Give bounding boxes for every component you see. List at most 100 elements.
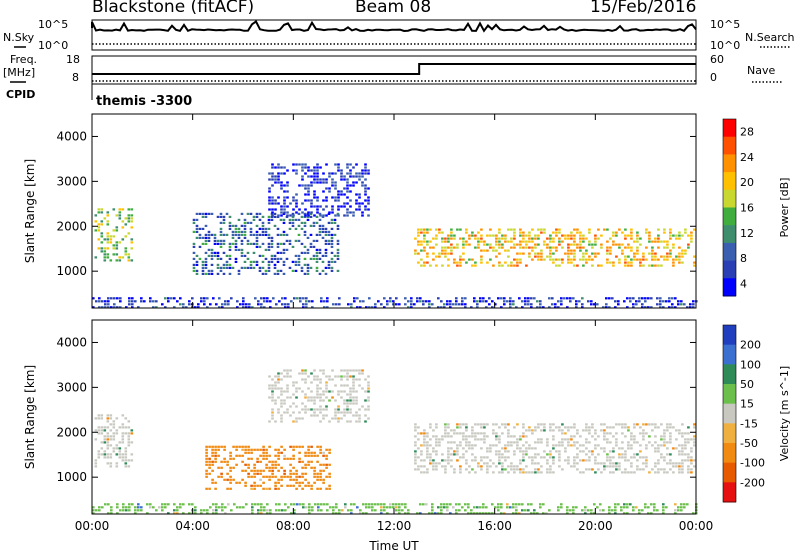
power-cell-pre-noon-patch (322, 190, 325, 193)
velocity-cell-early-arc (100, 432, 104, 435)
power-cell-near-range (665, 300, 668, 303)
velocity-cell-pre-noon-patch (271, 417, 274, 420)
velocity-cell-near-range (611, 509, 614, 512)
velocity-cell-afternoon-band (681, 468, 684, 471)
velocity-cell-pre-noon-patch (280, 399, 283, 402)
velocity-cell-afternoon-band (414, 426, 417, 429)
power-cell-afternoon-band (552, 240, 555, 243)
power-cell-afternoon-band (435, 243, 438, 246)
power-cell-near-range (296, 297, 299, 300)
velocity-cell-afternoon-band (687, 432, 690, 435)
power-cell-afternoon-band (462, 246, 465, 249)
velocity-cell-morning-band (301, 481, 304, 484)
power-cell-afternoon-band (534, 246, 537, 249)
power-cell-afternoon-band (429, 228, 432, 231)
velocity-cell-afternoon-band (612, 435, 615, 438)
velocity-cell-near-range (257, 503, 260, 506)
velocity-cell-near-range (455, 512, 458, 515)
velocity-cell-pre-noon-patch (367, 390, 370, 393)
power-cell-pre-noon-patch (310, 169, 313, 172)
power-cell-afternoon-band (468, 258, 471, 261)
velocity-cell-afternoon-band (486, 471, 489, 474)
power-cell-pre-noon-patch (364, 178, 367, 181)
velocity-cell-near-range (290, 512, 293, 515)
velocity-cell-afternoon-band (612, 471, 615, 474)
velocity-cell-afternoon-band (465, 438, 468, 441)
velocity-cell-early-arc (100, 429, 104, 432)
velocity-cell-afternoon-band (588, 450, 591, 453)
power-cell-morning-band (258, 227, 262, 230)
velocity-cell-near-range (275, 509, 278, 512)
power-cell-afternoon-band (519, 240, 522, 243)
power-cell-morning-band (315, 266, 319, 269)
power-cell-pre-noon-patch (292, 208, 295, 211)
power-cell-pre-noon-patch (268, 199, 271, 202)
power-cell-near-range (353, 300, 356, 303)
velocity-cell-afternoon-band (606, 432, 609, 435)
velocity-cell-pre-noon-patch (322, 390, 325, 393)
velocity-cell-near-range (470, 512, 473, 515)
power-cell-near-range (389, 300, 392, 303)
velocity-cell-afternoon-band (474, 423, 477, 426)
power-cell-near-range (416, 297, 419, 300)
velocity-cell-morning-band (289, 472, 292, 475)
power-cell-afternoon-band (651, 264, 654, 267)
velocity-cell-near-range (353, 503, 356, 506)
power-cell-morning-band (297, 254, 301, 257)
velocity-cell-morning-band (232, 478, 235, 481)
velocity-cell-pre-noon-patch (340, 384, 343, 387)
velocity-cell-afternoon-band (447, 447, 450, 450)
velocity-cell-early-arc (118, 426, 122, 429)
power-cell-afternoon-band (573, 237, 576, 240)
velocity-cell-morning-band (241, 448, 244, 451)
velocity-cell-pre-noon-patch (334, 417, 337, 420)
velocity-cell-afternoon-band (510, 435, 513, 438)
power-cell-early-arc (115, 241, 119, 244)
power-cell-morning-band (270, 245, 274, 248)
velocity-cell-pre-noon-patch (319, 369, 322, 372)
power-cell-near-range (461, 300, 464, 303)
power-cell-morning-band (219, 239, 223, 242)
velocity-cell-near-range (530, 503, 533, 506)
power-cell-pre-noon-patch (334, 187, 337, 190)
velocity-cell-afternoon-band (648, 441, 651, 444)
power-cell-afternoon-band (456, 264, 459, 267)
power-cell-afternoon-band (675, 258, 678, 261)
velocity-cell-morning-band (223, 478, 226, 481)
power-cell-pre-noon-patch (349, 205, 352, 208)
velocity-cell-afternoon-band (645, 444, 648, 447)
power-cell-afternoon-band (669, 252, 672, 255)
velocity-cell-afternoon-band (630, 471, 633, 474)
power-cell-morning-band (312, 257, 316, 260)
velocity-cell-early-arc (115, 444, 119, 447)
power-cell-morning-band (291, 245, 295, 248)
velocity-cell-morning-band (307, 454, 310, 457)
power-cell-afternoon-band (417, 261, 420, 264)
power-cell-early-arc (121, 226, 125, 229)
power-cell-afternoon-band (693, 261, 696, 264)
power-cell-afternoon-band (639, 261, 642, 264)
power-cell-afternoon-band (492, 246, 495, 249)
velocity-cell-afternoon-band (570, 435, 573, 438)
velocity-cell-afternoon-band (672, 462, 675, 465)
velocity-cell-morning-band (211, 448, 214, 451)
velocity-cell-morning-band (211, 445, 214, 448)
velocity-cell-afternoon-band (435, 423, 438, 426)
power-cell-near-range (443, 303, 446, 306)
power-cell-pre-noon-patch (325, 181, 328, 184)
power-cell-morning-band (231, 233, 235, 236)
power-cell-morning-band (306, 215, 310, 218)
velocity-cell-afternoon-band (471, 435, 474, 438)
power-cell-near-range (113, 306, 116, 309)
power-cell-near-range (551, 303, 554, 306)
power-cell-afternoon-band (681, 255, 684, 258)
velocity-cell-afternoon-band (663, 441, 666, 444)
velocity-cell-near-range (395, 509, 398, 512)
power-cell-pre-noon-patch (292, 196, 295, 199)
velocity-cell-afternoon-band (459, 432, 462, 435)
velocity-cell-afternoon-band (681, 471, 684, 474)
power-cell-morning-band (264, 269, 268, 272)
power-cell-morning-band (207, 212, 211, 215)
power-cell-morning-band (192, 242, 196, 245)
velocity-colorbar-segment (723, 482, 736, 503)
